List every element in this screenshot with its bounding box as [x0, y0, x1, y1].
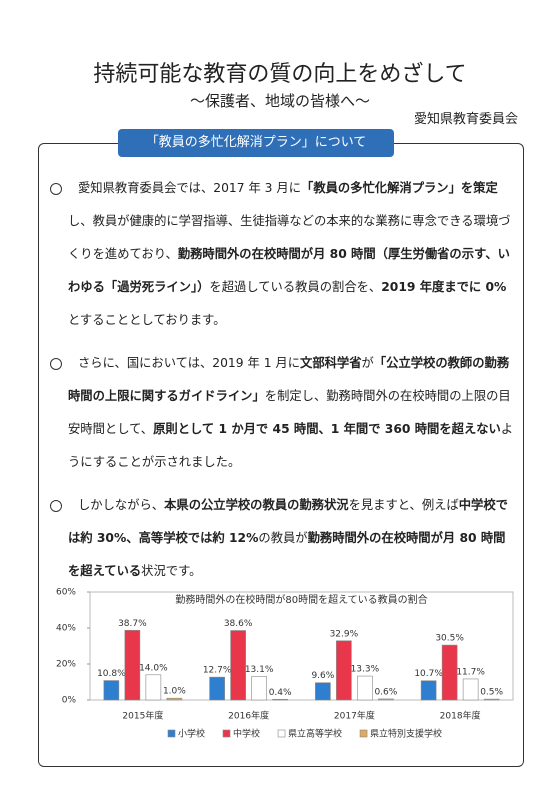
x-tick-label: 2015年度: [122, 710, 163, 722]
bar: [230, 630, 246, 701]
bar: [441, 644, 458, 701]
bar: [336, 640, 352, 701]
data-label: 10.8%: [97, 669, 126, 679]
bar: [272, 698, 288, 701]
text-segment: 「教員の多忙化解消プラン」を策定: [301, 181, 498, 195]
chart-title: 勤務時間外の在校時間が80時間を超えている教員の割合: [175, 593, 427, 606]
paragraph: しかしながら、本県の公立学校の教員の勤務状況を見ますと、例えば中学校では約 30…: [48, 489, 514, 588]
data-label: 0.6%: [374, 687, 397, 697]
data-label: 10.7%: [414, 669, 443, 679]
bar: [315, 682, 331, 701]
bar: [378, 698, 394, 701]
text-segment: 本県の公立学校の教員の勤務状況: [164, 498, 349, 512]
x-tick-label: 2017年度: [334, 710, 375, 722]
bar: [166, 697, 183, 701]
text-segment: 2019 年度までに 0%: [381, 280, 507, 294]
bar: [145, 674, 162, 701]
text-segment: 状況です。: [141, 564, 202, 578]
data-label: 32.9%: [330, 629, 359, 639]
legend-swatch: [222, 729, 231, 738]
x-tick-label: 2018年度: [440, 710, 481, 722]
paragraph: さらに、国においては、2019 年 1 月に文部科学省が「公立学校の教師の勤務時…: [48, 347, 514, 479]
legend-label: 県立特別支援学校: [370, 728, 442, 740]
chart: 勤務時間外の在校時間が80時間を超えている教員の割合 0% 20% 40% 60% 201…: [56, 588, 514, 740]
bar: [357, 675, 373, 701]
section-title: 「教員の多忙化解消プラン」について: [118, 129, 394, 157]
text-segment: しかしながら、: [78, 498, 165, 512]
legend-label: 県立高等学校: [288, 728, 342, 740]
data-label: 13.1%: [245, 665, 274, 675]
text-segment: さらに、国においては、2019 年 1 月に: [78, 356, 301, 370]
data-label: 30.5%: [435, 634, 464, 644]
bar: [103, 680, 120, 701]
text-segment: 文部科学省: [300, 356, 362, 370]
text-segment: を超過している教員の割合を、: [209, 280, 382, 294]
text-segment: し、教員が健康的に学習指導、生徒指導などの本来的な業務に専念できる環境づくりを進…: [68, 214, 511, 261]
y-tick-label: 20%: [56, 660, 76, 670]
organization: 愛知県教育委員会: [413, 112, 518, 127]
y-tick-label: 40%: [56, 624, 76, 634]
body: 愛知県教育委員会では、2017 年 3 月に「教員の多忙化解消プラン」を策定し、…: [48, 172, 514, 598]
text-segment: を制定し、勤務時間外の在校時間の上限の目安時間として、: [68, 389, 511, 436]
text-segment: 原則として 1 か月で 45 時間、1 年間で 360 時間を超えない: [153, 422, 501, 436]
data-label: 9.6%: [311, 671, 334, 681]
data-label: 38.7%: [118, 619, 147, 629]
bar: [209, 676, 225, 701]
data-label: 38.6%: [224, 619, 253, 629]
data-label: 1.0%: [163, 687, 186, 697]
data-label: 14.0%: [139, 663, 168, 673]
legend-label: 中学校: [233, 728, 260, 740]
legend-label: 小学校: [178, 728, 205, 740]
text-segment: 愛知県教育委員会では、2017 年 3 月に: [78, 181, 302, 195]
subtitle: 〜保護者、地域の皆様へ〜: [189, 92, 370, 110]
data-label: 0.4%: [269, 688, 292, 698]
bar: [483, 698, 500, 701]
legend-swatch: [167, 729, 176, 738]
data-label: 11.7%: [456, 667, 485, 677]
title: 持続可能な教育の質の向上をめざして: [93, 62, 467, 87]
bar: [420, 680, 437, 701]
text-segment: 中学校では約 30%、高等学校では約 12%: [68, 498, 508, 545]
x-tick-label: 2016年度: [228, 710, 269, 722]
data-label: 0.5%: [480, 688, 503, 698]
text-segment: が: [361, 356, 374, 370]
y-tick-label: 60%: [56, 588, 76, 598]
text-segment: 勤務時間外の在校時間が月 80 時間（厚生労働省の示す、いわゆる「過労死ライン」…: [68, 247, 510, 294]
text-segment: ようにすることが示されました。: [68, 422, 514, 469]
paragraph: 愛知県教育委員会では、2017 年 3 月に「教員の多忙化解消プラン」を策定し、…: [48, 172, 514, 337]
y-tick-label: 0%: [62, 696, 77, 706]
text-segment: の教員が: [258, 531, 308, 545]
data-label: 12.7%: [203, 666, 232, 676]
text-segment: を見ますと、例えば: [348, 498, 459, 512]
bar: [124, 630, 141, 701]
text-segment: 「公立学校の教師の勤務時間の上限に関するガイドライン」: [68, 356, 510, 403]
data-label: 13.3%: [351, 665, 380, 675]
bar: [462, 678, 479, 701]
text-segment: とすることとしております。: [68, 313, 226, 327]
plot-area: [89, 591, 514, 701]
legend-swatch: [359, 729, 368, 738]
text-segment: 勤務時間外の在校時間が月 80 時間を超えている: [68, 531, 506, 578]
legend-swatch: [277, 729, 286, 738]
bar: [251, 676, 267, 701]
